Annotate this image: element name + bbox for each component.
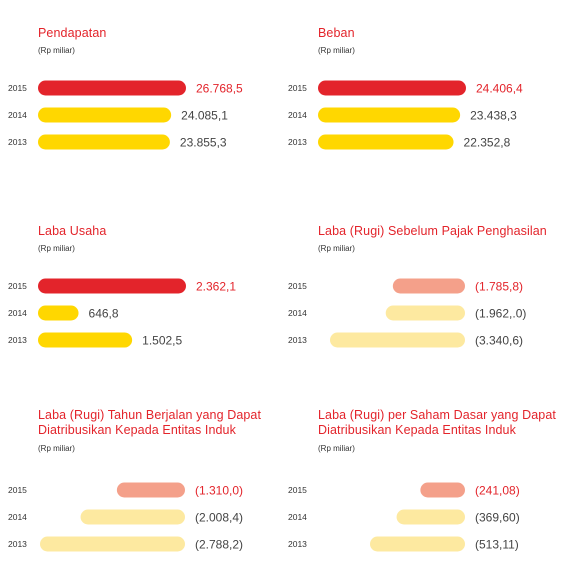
bar-value-label: 23.438,3: [470, 109, 517, 123]
year-tick-label: 2015: [288, 281, 307, 291]
bar-chart: 2015 26.768,5 2014 24.085,1 2013 23.855,3: [8, 80, 243, 150]
chart-panel-laba-usaha: Laba Usaha (Rp miliar) 2015 2.362,1 2014 64…: [0, 198, 272, 378]
chart-panel-laba-tahun-berjalan: Laba (Rugi) Tahun Berjalan yang Dapat Di…: [0, 384, 272, 564]
bar-value-label: (1.310,0): [195, 484, 243, 498]
chart-title: Laba (Rugi) Tahun Berjalan yang Dapat Di…: [38, 408, 262, 437]
chart-panel-laba-per-saham: Laba (Rugi) per Saham Dasar yang Dapat D…: [280, 384, 556, 564]
chart-unit-label: (Rp miliar): [318, 46, 355, 55]
year-tick-label: 2014: [288, 110, 307, 120]
chart-unit-label: (Rp miliar): [38, 244, 75, 253]
bar-value-label: (1.785,8): [475, 280, 523, 294]
chart-unit-label: (Rp miliar): [38, 444, 75, 453]
year-tick-label: 2015: [8, 485, 27, 495]
chart-unit-label: (Rp miliar): [318, 444, 355, 453]
year-tick-label: 2013: [288, 137, 307, 147]
chart-title: Pendapatan: [38, 26, 107, 40]
year-tick-label: 2014: [288, 308, 307, 318]
chart-panel-pendapatan: Pendapatan (Rp miliar) 2015 26.768,5 2014 2…: [0, 0, 272, 180]
chart-panel-laba-sebelum-pajak: Laba (Rugi) Sebelum Pajak Penghasilan (R…: [280, 198, 552, 378]
bar-2014: [396, 509, 465, 525]
year-tick-label: 2015: [288, 485, 307, 495]
bar-value-label: 646,8: [89, 307, 119, 321]
year-tick-label: 2013: [288, 539, 307, 549]
bar-value-label: 23.855,3: [180, 136, 227, 150]
bar-2014: [80, 509, 185, 525]
bar-value-label: (513,11): [475, 538, 519, 552]
bar-2014: [38, 107, 172, 123]
bar-2013: [38, 332, 133, 348]
bar-chart: 2015 (1.785,8) 2014 (1.962,.0) 2013 (3.340,6): [288, 278, 526, 348]
year-tick-label: 2015: [8, 83, 27, 93]
bar-value-label: 1.502,5: [142, 334, 182, 348]
chart-panel-beban: Beban (Rp miliar) 2015 24.406,4 2014 23.438…: [280, 0, 552, 180]
bar-value-label: (241,08): [475, 484, 520, 498]
bar-chart: 2015 24.406,4 2014 23.438,3 2013 22.352,8: [288, 80, 523, 150]
bar-value-label: 2.362,1: [196, 280, 236, 294]
bar-2015: [420, 482, 465, 498]
bar-2014: [38, 305, 79, 321]
chart-title: Laba Usaha: [38, 224, 107, 238]
bar-value-label: 24.085,1: [181, 109, 228, 123]
bar-chart: 2015 2.362,1 2014 646,8 2013 1.502,5: [8, 278, 236, 348]
bar-2015: [38, 278, 186, 294]
bar-value-label: (369,60): [475, 511, 520, 525]
bar-value-label: 24.406,4: [476, 82, 523, 96]
year-tick-label: 2013: [288, 335, 307, 345]
bar-2015: [318, 80, 466, 96]
bar-2013: [370, 536, 465, 552]
year-tick-label: 2013: [8, 137, 27, 147]
chart-title: Beban: [318, 26, 355, 40]
year-tick-label: 2014: [288, 512, 307, 522]
bar-value-label: (2.788,2): [195, 538, 243, 552]
year-tick-label: 2014: [8, 512, 27, 522]
chart-unit-label: (Rp miliar): [318, 244, 355, 253]
chart-title: Laba (Rugi) per Saham Dasar yang Dapat D…: [318, 408, 556, 437]
year-tick-label: 2014: [8, 308, 27, 318]
chart-unit-label: (Rp miliar): [38, 46, 75, 55]
bar-value-label: (1.962,.0): [475, 307, 526, 321]
year-tick-label: 2015: [288, 83, 307, 93]
bar-2013: [318, 134, 454, 150]
year-tick-label: 2015: [8, 281, 27, 291]
bar-value-label: (2.008,4): [195, 511, 243, 525]
bar-chart: 2015 (241,08) 2014 (369,60) 2013 (513,11): [288, 482, 520, 552]
year-tick-label: 2013: [8, 335, 27, 345]
bar-2013: [40, 536, 185, 552]
bar-value-label: 26.768,5: [196, 82, 243, 96]
bar-2014: [318, 107, 461, 123]
bar-2015: [116, 482, 185, 498]
bar-value-label: 22.352,8: [464, 136, 511, 150]
bar-value-label: (3.340,6): [475, 334, 523, 348]
bar-chart: 2015 (1.310,0) 2014 (2.008,4) 2013 (2.788,2): [8, 482, 243, 552]
year-tick-label: 2014: [8, 110, 27, 120]
year-tick-label: 2013: [8, 539, 27, 549]
bar-2013: [38, 134, 170, 150]
bar-2015: [38, 80, 186, 96]
bar-2014: [385, 305, 465, 321]
chart-title: Laba (Rugi) Sebelum Pajak Penghasilan: [318, 224, 547, 238]
bar-2015: [392, 278, 465, 294]
bar-2013: [330, 332, 465, 348]
